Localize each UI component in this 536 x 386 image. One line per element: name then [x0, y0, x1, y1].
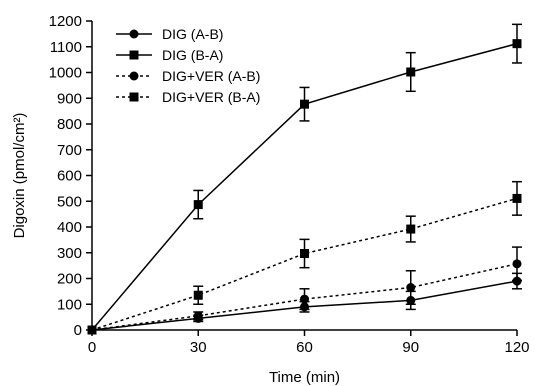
- data-point: [406, 283, 416, 293]
- series-1: [87, 23, 522, 335]
- data-point: [406, 224, 416, 234]
- x-tick-label: 30: [190, 339, 207, 356]
- data-point: [87, 325, 97, 335]
- legend-item-1: DIG (B-A): [116, 47, 223, 63]
- y-tick-label: 800: [57, 116, 82, 133]
- y-tick-label: 900: [57, 90, 82, 107]
- y-tick-label: 300: [57, 245, 82, 262]
- data-point: [193, 311, 203, 321]
- data-point: [406, 67, 416, 77]
- data-point: [512, 259, 522, 269]
- legend-item-0: DIG (A-B): [116, 26, 223, 42]
- series-line: [91, 42, 518, 331]
- legend-label: DIG (B-A): [162, 47, 223, 63]
- legend-label: DIG+VER (A-B): [162, 68, 260, 84]
- y-tick-label: 1200: [49, 13, 82, 30]
- y-tick-label: 500: [57, 193, 82, 210]
- x-tick-label: 0: [88, 339, 96, 356]
- y-tick-label: 100: [57, 296, 82, 313]
- legend-marker: [129, 92, 139, 102]
- legend-marker: [129, 71, 139, 81]
- data-point: [300, 294, 309, 304]
- data-point: [193, 290, 203, 300]
- legend-item-2: DIG+VER (A-B): [116, 68, 260, 84]
- data-point: [300, 249, 309, 259]
- legend-item-3: DIG+VER (B-A): [116, 89, 260, 105]
- y-tick-label: 400: [57, 219, 82, 236]
- y-tick-label: 600: [57, 168, 82, 185]
- legend-marker: [129, 50, 139, 60]
- x-axis-title: Time (min): [269, 369, 340, 386]
- series-layer: [87, 23, 522, 335]
- data-point: [512, 39, 522, 49]
- data-point: [193, 200, 203, 210]
- legend: DIG (A-B) DIG (B-A) DIG+VER (A-B) DIG+VER (…: [116, 26, 260, 105]
- x-tick-label: 120: [504, 339, 529, 356]
- y-tick-label: 1000: [49, 65, 82, 82]
- legend-label: DIG+VER (B-A): [162, 89, 260, 105]
- y-tick-label: 700: [57, 142, 82, 159]
- series-line: [91, 197, 518, 331]
- series-3: [87, 180, 522, 335]
- series-2: [87, 246, 522, 335]
- y-tick-label: 0: [74, 322, 82, 339]
- x-tick-label: 60: [296, 339, 313, 356]
- legend-label: DIG (A-B): [162, 26, 223, 42]
- y-tick-label: 1100: [50, 39, 82, 56]
- axes: 0100200300400500600700800900100011001200…: [49, 13, 530, 356]
- data-point: [512, 193, 522, 203]
- legend-marker: [129, 29, 139, 39]
- data-point: [300, 99, 309, 109]
- y-tick-label: 200: [57, 271, 82, 288]
- x-tick-label: 90: [402, 339, 419, 356]
- y-axis-title: Digoxin (pmol/cm²): [11, 113, 28, 239]
